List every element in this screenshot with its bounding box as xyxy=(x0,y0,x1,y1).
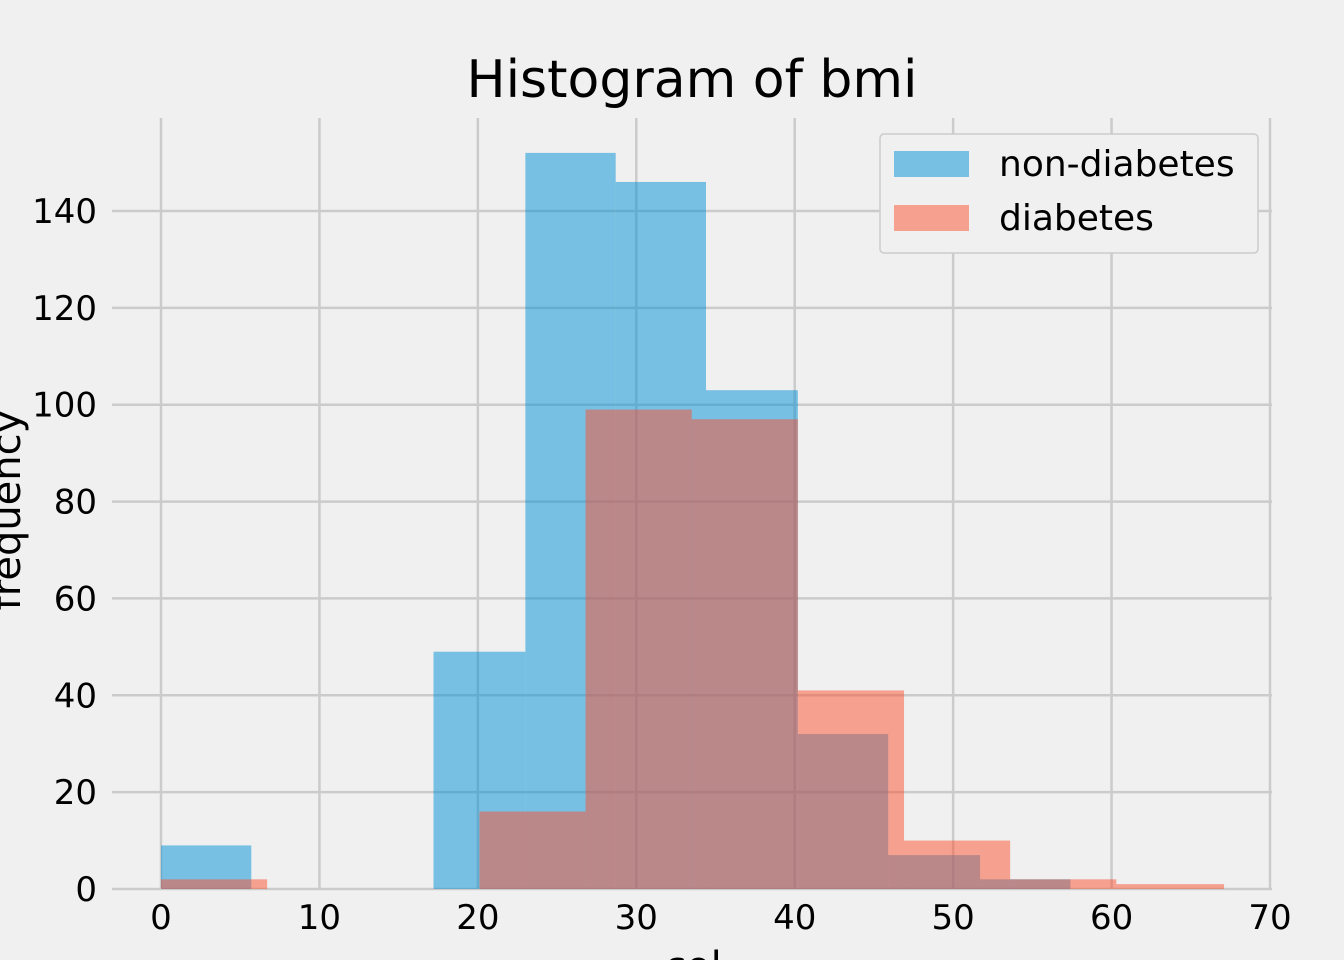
histogram-bars xyxy=(161,152,1225,889)
bar-diabetes xyxy=(161,879,268,889)
y-tick-label: 0 xyxy=(75,870,97,910)
y-tick-label: 140 xyxy=(32,192,97,232)
x-tick-label: 20 xyxy=(456,898,499,938)
x-tick-label: 60 xyxy=(1090,898,1133,938)
bar-diabetes xyxy=(1010,879,1117,889)
x-tick-label: 40 xyxy=(773,898,816,938)
y-tick-label: 80 xyxy=(54,483,97,523)
legend-swatch-diabetes xyxy=(894,205,969,231)
x-axis-label: col xyxy=(664,944,722,960)
legend-frame xyxy=(879,133,1259,254)
x-tick-label: 10 xyxy=(298,898,341,938)
x-tick-label: 70 xyxy=(1248,898,1291,938)
x-tick-label: 0 xyxy=(150,898,172,938)
bar-diabetes xyxy=(585,409,692,889)
legend-swatch-non-diabetes xyxy=(894,151,969,177)
x-tick-label: 30 xyxy=(615,898,658,938)
bar-diabetes xyxy=(797,690,905,889)
y-tick-labels: 0 20 40 60 80 100 120 140 xyxy=(32,192,97,910)
legend: non-diabetes diabetes xyxy=(879,133,1259,254)
chart-title: Histogram of bmi xyxy=(466,50,917,110)
legend-label-diabetes: diabetes xyxy=(999,198,1154,239)
bar-diabetes xyxy=(691,419,798,889)
bar-diabetes xyxy=(904,840,1011,889)
x-tick-labels: 0 10 20 30 40 50 60 70 xyxy=(150,898,1291,938)
bar-diabetes xyxy=(1116,884,1225,889)
bar-diabetes xyxy=(479,811,586,889)
y-tick-label: 40 xyxy=(54,676,97,716)
legend-label-non-diabetes: non-diabetes xyxy=(999,144,1235,185)
y-axis-label: frequency xyxy=(0,410,30,611)
x-tick-label: 50 xyxy=(932,898,975,938)
y-tick-label: 20 xyxy=(54,773,97,813)
y-tick-label: 60 xyxy=(54,579,97,619)
y-tick-label: 120 xyxy=(32,289,97,329)
y-tick-label: 100 xyxy=(32,386,97,426)
